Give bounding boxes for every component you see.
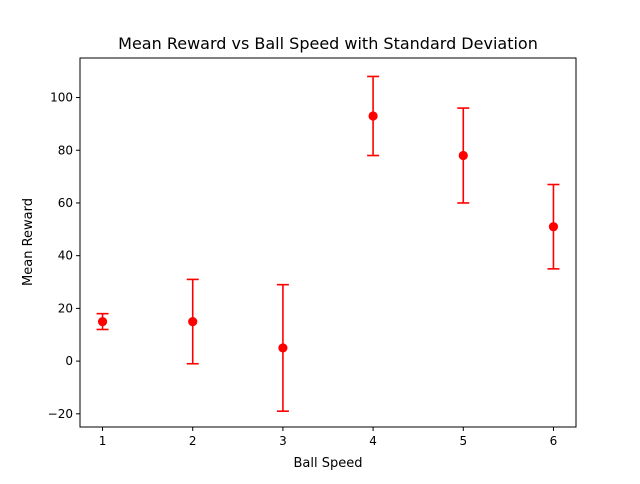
x-axis: 1 2 3 4 5 6	[99, 427, 558, 448]
y-tick-label: 20	[58, 301, 73, 315]
y-axis: −20 0 20 40 60 80 100	[48, 91, 80, 421]
chart-title: Mean Reward vs Ball Speed with Standard …	[118, 34, 538, 53]
data-point-group	[276, 283, 289, 412]
y-tick-label: 40	[58, 249, 73, 263]
data-point-marker	[278, 343, 288, 353]
x-tick-label: 2	[189, 434, 197, 448]
x-tick-label: 5	[459, 434, 467, 448]
data-point-marker	[548, 222, 559, 232]
y-tick-label: 100	[50, 91, 73, 105]
data-point-group	[96, 312, 109, 331]
data-point-group	[186, 278, 199, 365]
y-axis-label: Mean Reward	[21, 198, 36, 286]
x-tick-label: 4	[369, 434, 377, 448]
data-point-marker	[368, 111, 378, 121]
data-point-marker	[458, 150, 468, 161]
y-tick-label: 80	[58, 143, 73, 157]
x-axis-label: Ball Speed	[294, 456, 363, 471]
series-layer	[96, 75, 560, 412]
data-point-group	[367, 75, 380, 157]
data-point-group	[547, 183, 560, 270]
y-tick-label: 0	[65, 354, 73, 368]
plot-area-frame	[79, 57, 577, 428]
data-point-marker	[97, 316, 108, 327]
y-tick-label: −20	[48, 407, 73, 421]
data-point-marker	[188, 316, 198, 327]
x-tick-label: 3	[279, 434, 287, 448]
x-tick-label: 1	[99, 434, 107, 448]
data-point-group	[457, 107, 470, 204]
x-tick-label: 6	[550, 434, 558, 448]
y-tick-label: 60	[58, 196, 73, 210]
